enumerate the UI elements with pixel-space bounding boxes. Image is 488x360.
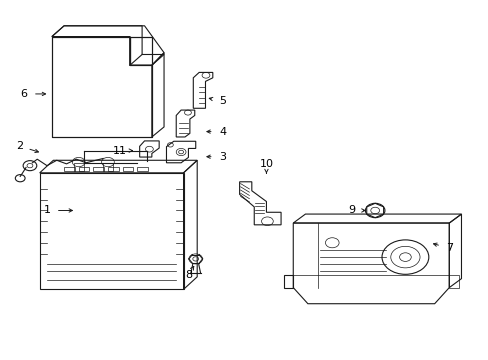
Text: 7: 7 <box>445 243 452 253</box>
Bar <box>108 167 119 171</box>
Text: 6: 6 <box>20 89 27 99</box>
Bar <box>122 167 133 171</box>
Bar <box>40 173 183 289</box>
Text: 2: 2 <box>16 141 23 151</box>
Bar <box>64 167 75 171</box>
Text: 4: 4 <box>219 127 225 136</box>
Bar <box>79 167 89 171</box>
Bar <box>93 167 104 171</box>
Text: 5: 5 <box>219 96 225 106</box>
Bar <box>74 163 83 171</box>
Bar <box>137 167 148 171</box>
Text: 9: 9 <box>347 206 355 216</box>
Text: 1: 1 <box>43 206 50 216</box>
Text: 10: 10 <box>259 159 273 169</box>
Text: 11: 11 <box>113 145 127 156</box>
Text: 8: 8 <box>184 270 192 280</box>
Text: 3: 3 <box>219 152 225 162</box>
Bar <box>103 163 113 171</box>
